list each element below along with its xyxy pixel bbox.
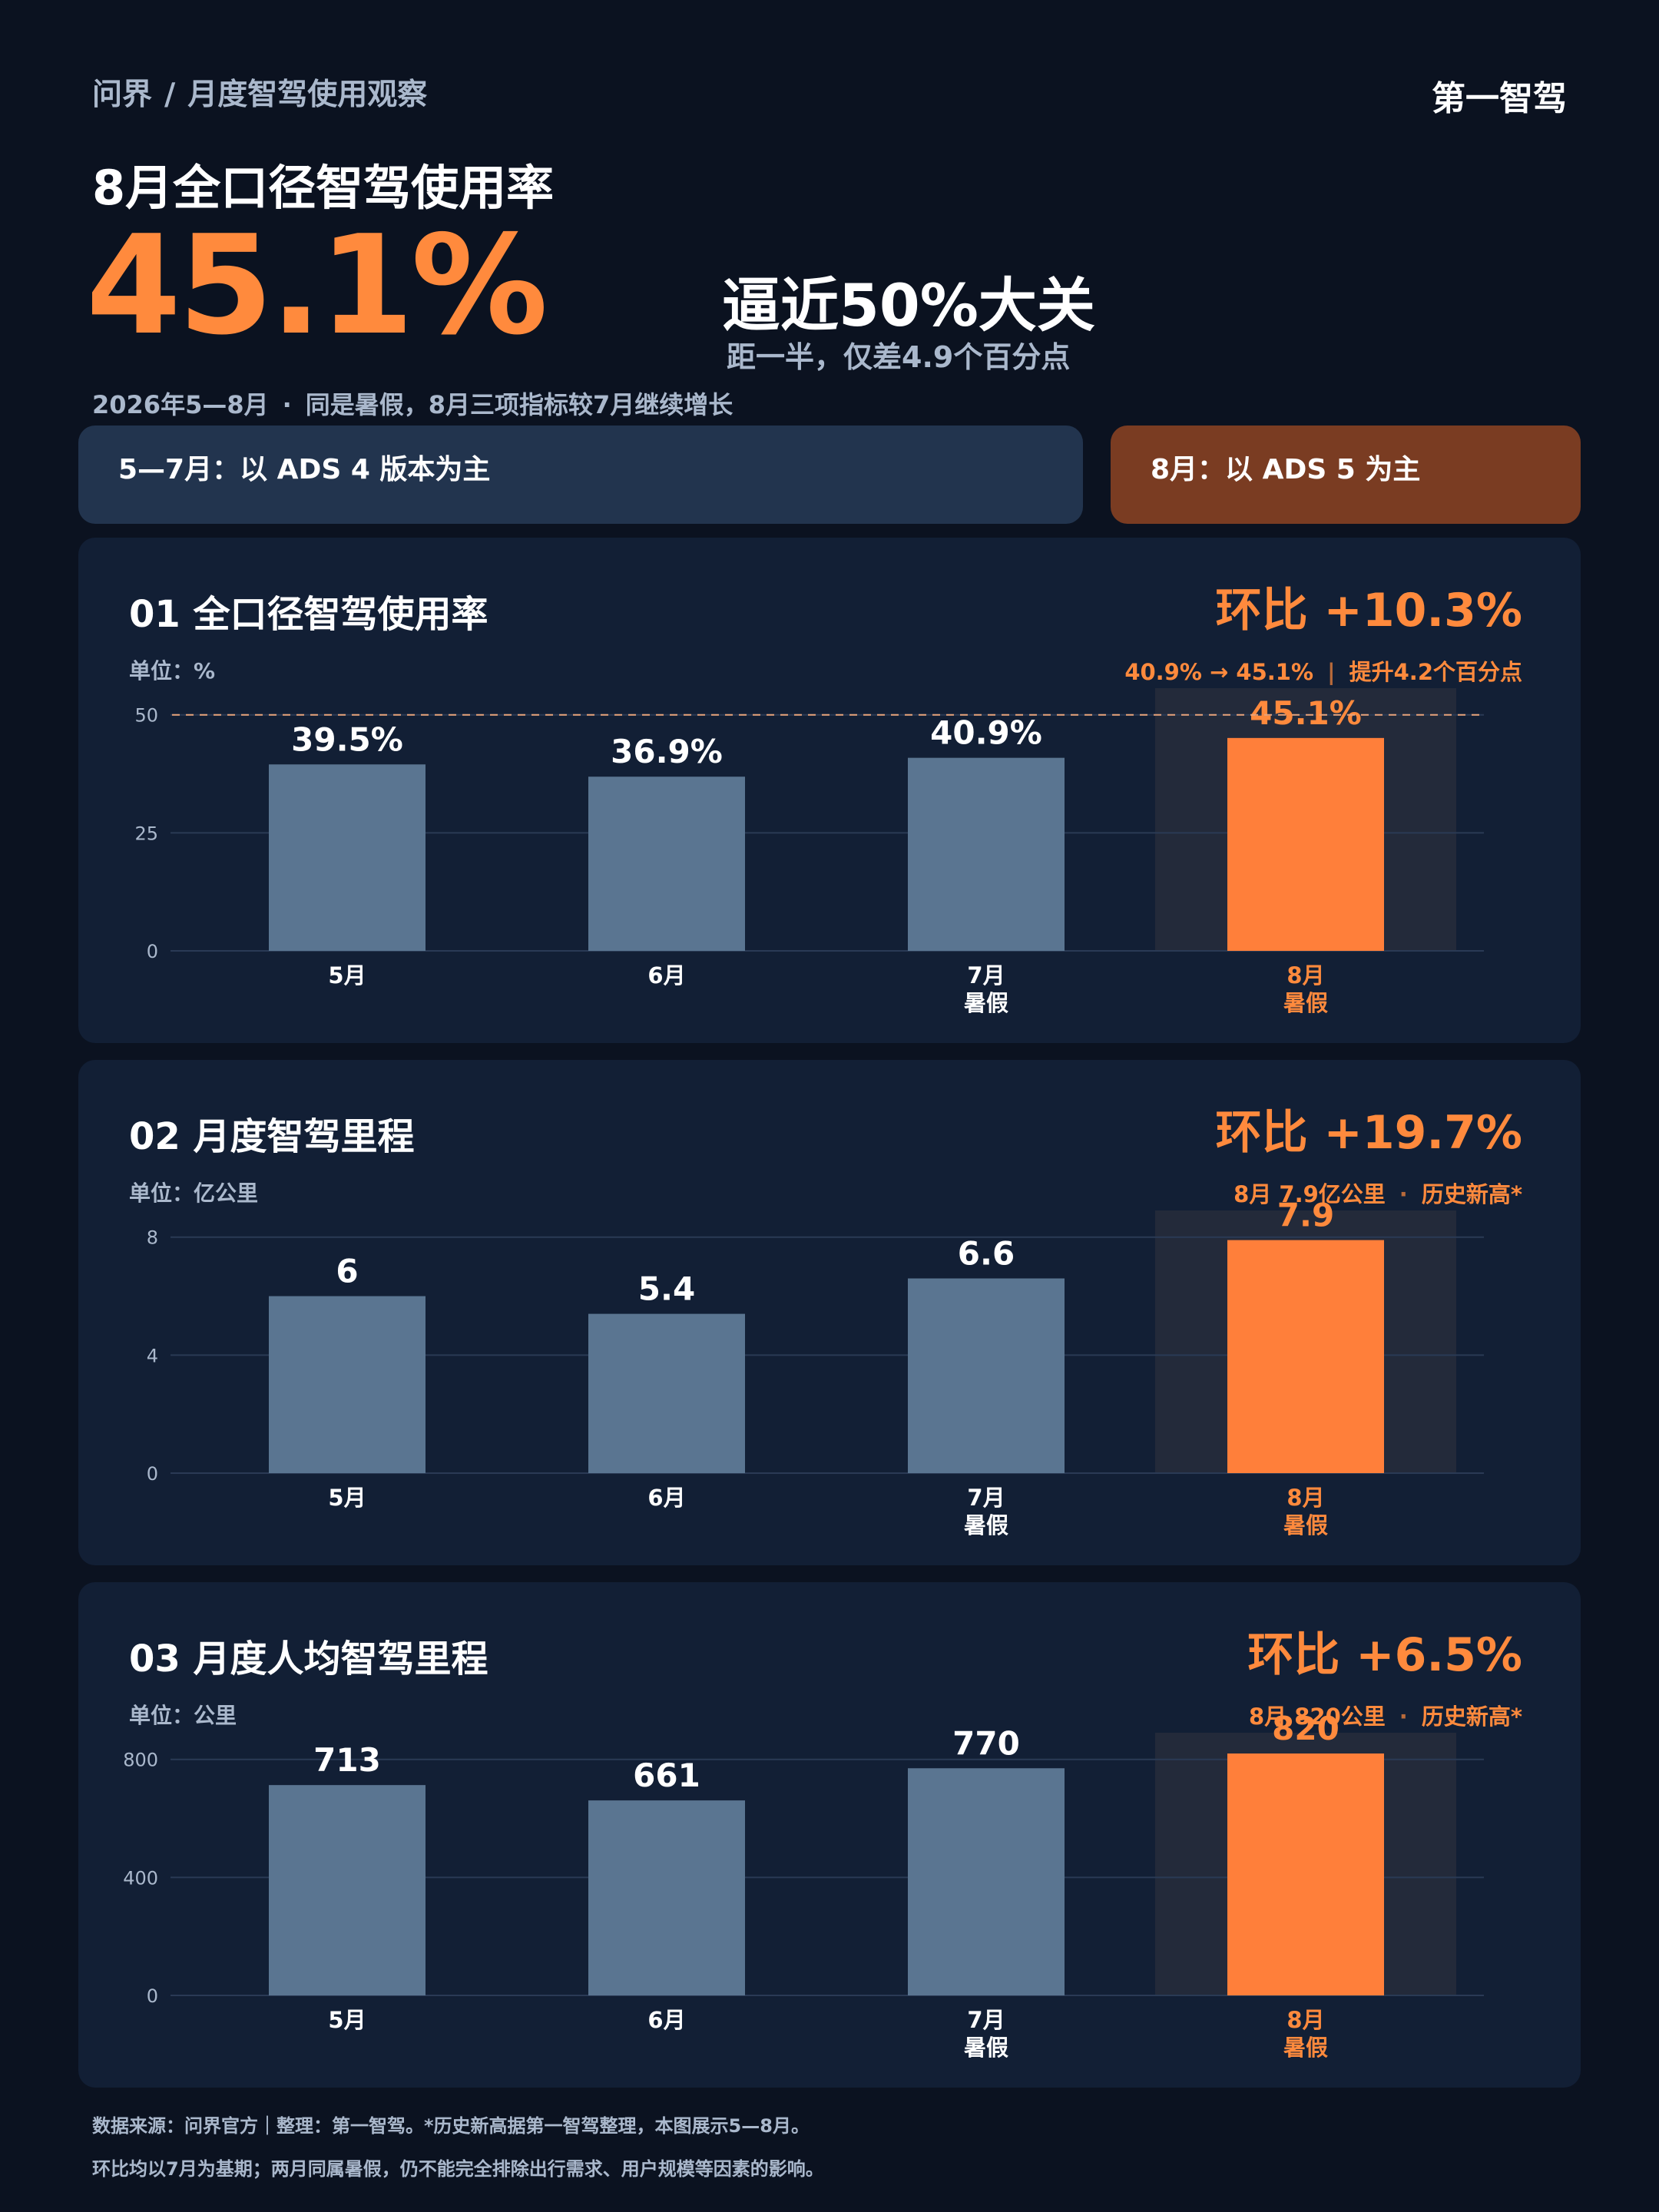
- data-label: 6.6: [958, 1235, 1015, 1273]
- x-tick-label: 6月: [647, 962, 685, 988]
- x-tick-label: 8月: [1286, 962, 1324, 988]
- footnote-source: 数据来源：问界官方｜整理：第一智驾。*历史新高据第一智驾整理，本图展示5—8月。: [92, 2115, 810, 2137]
- data-label: 661: [633, 1757, 700, 1794]
- headline-text: 逼近50%大关: [722, 271, 1095, 339]
- chart-panel-usage-rate: 01 全口径智驾使用率 单位：% 环比 +10.3% 40.9% → 45.1%…: [78, 538, 1581, 1043]
- footnote-disclaimer: 环比均以7月为基期；两月同属暑假，仍不能完全排除出行需求、用户规模等因素的影响。: [92, 2158, 824, 2180]
- x-tick-label: 7月: [967, 2007, 1005, 2033]
- x-tick-sublabel: 暑假: [1283, 990, 1328, 1016]
- data-label: 820: [1272, 1710, 1339, 1747]
- y-tick-label: 8: [147, 1227, 158, 1249]
- panel-change: 环比 +10.3%: [1215, 584, 1522, 637]
- breadcrumb-current: 月度智驾使用观察: [187, 78, 428, 112]
- data-label: 7.9: [1277, 1197, 1334, 1234]
- data-label: 770: [952, 1724, 1020, 1762]
- panel-note-separator: ·: [1399, 1704, 1408, 1730]
- panel-note-main: 40.9% → 45.1%: [1124, 659, 1314, 685]
- bar: [908, 1278, 1065, 1473]
- x-tick-sublabel: 暑假: [964, 990, 1008, 1016]
- x-tick-label: 8月: [1286, 1485, 1324, 1511]
- phase-banner-ads5-label: 8月：以 ADS 5 为主: [1151, 454, 1421, 485]
- data-label: 39.5%: [291, 720, 403, 758]
- phase-banner-ads5: 8月：以 ADS 5 为主: [1111, 426, 1581, 524]
- x-tick-label: 5月: [328, 1485, 366, 1511]
- x-tick-sublabel: 暑假: [964, 2035, 1008, 2061]
- bar: [269, 1785, 426, 1995]
- y-tick-label: 800: [123, 1750, 158, 1771]
- y-tick-label: 0: [147, 1985, 158, 2007]
- chart-panel-mileage: 02 月度智驾里程 单位：亿公里 环比 +19.7% 8月 7.9亿公里 · 历史新…: [78, 1060, 1581, 1565]
- x-tick-label: 8月: [1286, 2007, 1324, 2033]
- data-label: 713: [313, 1741, 381, 1779]
- chart-panel-per-capita-mileage: 03 月度人均智驾里程 单位：公里 环比 +6.5% 8月 820公里 · 历史新高…: [78, 1582, 1581, 2088]
- panel-note-detail: 历史新高*: [1421, 1181, 1522, 1207]
- x-tick-label: 5月: [328, 962, 366, 988]
- panel-note-detail: 提升4.2个百分点: [1349, 659, 1522, 685]
- bar: [908, 1768, 1065, 1995]
- brand-logo: 第一智驾: [1432, 79, 1567, 118]
- panel-note-main: 8月 820公里: [1248, 1704, 1386, 1730]
- panel-title: 01 全口径智驾使用率: [129, 593, 488, 636]
- panel-note: 8月 820公里 · 历史新高*: [1249, 1699, 1522, 1731]
- data-label: 5.4: [638, 1270, 695, 1308]
- x-tick-label: 7月: [967, 1485, 1005, 1511]
- breadcrumb-root[interactable]: 问界: [92, 78, 153, 112]
- bar-highlight: [1227, 737, 1384, 951]
- x-tick-label: 6月: [647, 1485, 685, 1511]
- period-range: 2026年5—8月: [92, 390, 269, 419]
- panel-unit: 单位：亿公里: [129, 1181, 259, 1206]
- panel-note-separator: ·: [1399, 1181, 1408, 1207]
- x-tick-sublabel: 暑假: [964, 1512, 1008, 1538]
- x-tick-label: 7月: [967, 962, 1005, 988]
- data-label: 36.9%: [611, 733, 723, 770]
- y-tick-label: 4: [147, 1345, 158, 1366]
- period-note: 2026年5—8月 · 同是暑假，8月三项指标较7月继续增长: [92, 386, 733, 421]
- x-tick-label: 5月: [328, 2007, 366, 2033]
- panel-unit: 单位：公里: [129, 1703, 237, 1728]
- panel-change: 环比 +19.7%: [1215, 1106, 1522, 1160]
- y-tick-label: 400: [123, 1867, 158, 1889]
- data-label: 45.1%: [1250, 694, 1362, 732]
- x-tick-label: 6月: [647, 2007, 685, 2033]
- x-tick-sublabel: 暑假: [1283, 1512, 1328, 1538]
- panel-note-main: 8月 7.9亿公里: [1233, 1181, 1386, 1207]
- phase-banner-ads4: 5—7月：以 ADS 4 版本为主: [78, 426, 1083, 524]
- bar: [269, 764, 426, 951]
- panel-note-separator: |: [1327, 659, 1336, 685]
- bar: [908, 757, 1065, 951]
- page-title: 8月全口径智驾使用率: [92, 160, 555, 216]
- bar-highlight: [1227, 1240, 1384, 1473]
- data-label: 6: [336, 1253, 358, 1290]
- breadcrumb: 问界 / 月度智驾使用观察: [92, 71, 427, 114]
- bar-highlight: [1227, 1753, 1384, 1995]
- panel-note: 40.9% → 45.1% | 提升4.2个百分点: [1124, 654, 1522, 687]
- subheadline-text: 距一半，仅差4.9个百分点: [727, 340, 1071, 374]
- x-tick-sublabel: 暑假: [1283, 2035, 1328, 2061]
- phase-banner-ads4-label: 5—7月：以 ADS 4 版本为主: [118, 454, 491, 485]
- panel-change: 环比 +6.5%: [1247, 1628, 1522, 1682]
- panel-note-detail: 历史新高*: [1421, 1704, 1522, 1730]
- panel-title: 03 月度人均智驾里程: [129, 1637, 488, 1681]
- bar: [588, 777, 745, 951]
- panel-note: 8月 7.9亿公里 · 历史新高*: [1233, 1177, 1522, 1209]
- y-tick-label: 50: [134, 705, 158, 727]
- period-summary: 同是暑假，8月三项指标较7月继续增长: [305, 390, 733, 419]
- panel-title: 02 月度智驾里程: [129, 1115, 415, 1158]
- period-dot: ·: [282, 390, 292, 419]
- headline-value: 45.1%: [86, 206, 548, 365]
- y-tick-label: 0: [147, 941, 158, 962]
- bar: [269, 1296, 426, 1473]
- data-label: 40.9%: [930, 714, 1042, 752]
- bar: [588, 1313, 745, 1473]
- breadcrumb-separator: /: [164, 78, 176, 112]
- bar: [588, 1800, 745, 1995]
- panel-unit: 单位：%: [129, 658, 216, 684]
- y-tick-label: 0: [147, 1463, 158, 1485]
- y-tick-label: 25: [134, 823, 158, 844]
